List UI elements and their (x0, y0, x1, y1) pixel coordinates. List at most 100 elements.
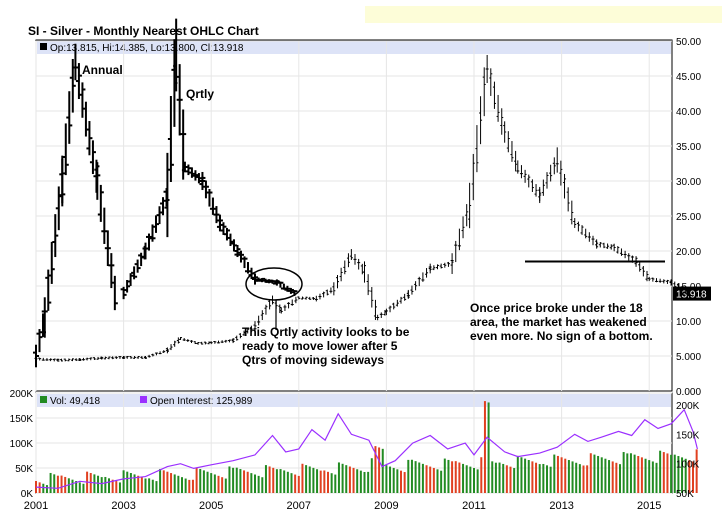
quarterly-ohlc-bar (252, 276, 258, 282)
volume-bar (264, 465, 267, 493)
volume-bar (593, 454, 596, 493)
monthly-ohlc-bar (570, 200, 574, 225)
volume-bar (509, 466, 512, 493)
monthly-ohlc-bar (52, 358, 56, 362)
volume-bar (542, 463, 545, 493)
volume-tick-label: 50K (15, 464, 33, 475)
monthly-ohlc-bar (329, 287, 333, 294)
monthly-ohlc-bar (217, 340, 220, 344)
monthly-ohlc-bar (107, 356, 111, 360)
monthly-ohlc-bar (224, 339, 228, 343)
monthly-ohlc-bar (103, 356, 107, 360)
monthly-ohlc-bar (479, 96, 483, 145)
monthly-ohlc-bar (162, 350, 166, 353)
monthly-ohlc-bar (545, 172, 549, 189)
quarterly-ohlc-bar (153, 215, 160, 233)
oi-tick-label: 100K (676, 460, 700, 471)
monthly-ohlc-bar (318, 293, 322, 300)
quarterly-ohlc-bar (188, 167, 195, 178)
monthly-ohlc-bar (200, 341, 204, 345)
monthly-ohlc-bar (203, 341, 207, 345)
monthly-ohlc-bar (384, 308, 388, 316)
volume-bar (126, 471, 129, 493)
open-interest-path (35, 408, 698, 489)
volume-bar (53, 474, 56, 493)
monthly-ohlc-bar (363, 261, 366, 283)
monthly-ohlc-bar (485, 54, 489, 84)
price-tick-label: 35.00 (676, 142, 701, 153)
volume-bar (381, 448, 384, 493)
quarterly-ohlc-bar (227, 233, 234, 246)
annotation-break-note-line: even more. No sign of a bottom. (470, 329, 653, 343)
price-tick-label: 30.00 (676, 177, 701, 188)
volume-bar (502, 463, 505, 493)
volume-bar (305, 465, 308, 493)
volume-bar (82, 483, 85, 493)
quarterly-ohlc-bar (142, 242, 149, 260)
volume-bar (144, 478, 147, 493)
volume-bar (286, 471, 289, 493)
volume-bar (622, 452, 625, 493)
monthly-ohlc-bar (662, 279, 666, 284)
annotation-annual: Annual (82, 63, 123, 77)
monthly-ohlc-bar (519, 165, 523, 179)
volume-bar (684, 458, 687, 493)
price-tick-label: 25.00 (676, 212, 701, 223)
monthly-ohlc-bar (297, 296, 301, 300)
monthly-ohlc-bar (584, 228, 588, 239)
volume-bar (516, 455, 519, 493)
monthly-ohlc-bar (335, 275, 339, 289)
volume-bar (283, 470, 286, 493)
volume-bar (290, 473, 293, 493)
volume-bar (619, 464, 621, 493)
volume-bar (275, 469, 278, 493)
annual-ohlc-bar (48, 241, 55, 284)
monthly-ohlc-bar (638, 261, 642, 272)
volume-bar (239, 469, 242, 493)
monthly-ohlc-bar (534, 184, 538, 197)
monthly-ohlc-bar (619, 248, 623, 256)
volume-bar (348, 466, 351, 493)
monthly-ohlc-bar (179, 336, 183, 341)
annual-ohlc-bar (75, 63, 82, 100)
volume-bar (578, 464, 581, 493)
quarterly-ohlc-bar (176, 64, 183, 136)
volume-bar (531, 461, 534, 493)
monthly-ohlc-bar (676, 283, 680, 290)
monthly-ohlc-bar (414, 281, 418, 291)
monthly-ohlc-bar (260, 310, 264, 321)
monthly-ohlc-bar (555, 147, 559, 173)
volume-bar (60, 475, 63, 493)
volume-bar (651, 461, 654, 493)
x-tick-label: 2013 (549, 500, 573, 512)
quarterly-ohlc-bar (156, 206, 163, 225)
volume-bar (443, 458, 446, 493)
monthly-ohlc-bar (669, 279, 673, 286)
volume-bar (261, 477, 264, 493)
monthly-ohlc-bar (609, 244, 613, 250)
monthly-ohlc-bar (129, 356, 133, 359)
volume-bar (567, 460, 570, 493)
monthly-ohlc-bar (606, 243, 610, 249)
monthly-ohlc-bar (580, 225, 584, 235)
monthly-ohlc-bar (658, 278, 662, 283)
monthly-ohlc-bar (231, 338, 235, 344)
quarterly-ohlc-bar (216, 216, 223, 230)
quarterly-ohlc-bar (195, 173, 202, 184)
quarterly-ohlc-bar (209, 197, 216, 215)
monthly-ohlc-bar (684, 288, 688, 295)
volume-bar (378, 447, 381, 493)
volume-bar (268, 466, 271, 493)
quarterly-ohlc-bar (185, 164, 192, 176)
volume-bar (571, 461, 574, 493)
monthly-ohlc-bar (421, 272, 425, 282)
monthly-ohlc-bar (595, 241, 599, 247)
volume-bar (159, 468, 162, 493)
volume-bar (195, 467, 198, 493)
volume-bar (45, 485, 48, 493)
monthly-ohlc-bar (403, 293, 407, 301)
monthly-ohlc-bar (443, 262, 447, 268)
price-tick-label: 45.00 (676, 72, 701, 83)
annual-ohlc-bar (101, 207, 108, 244)
monthly-ohlc-bar (454, 240, 458, 263)
